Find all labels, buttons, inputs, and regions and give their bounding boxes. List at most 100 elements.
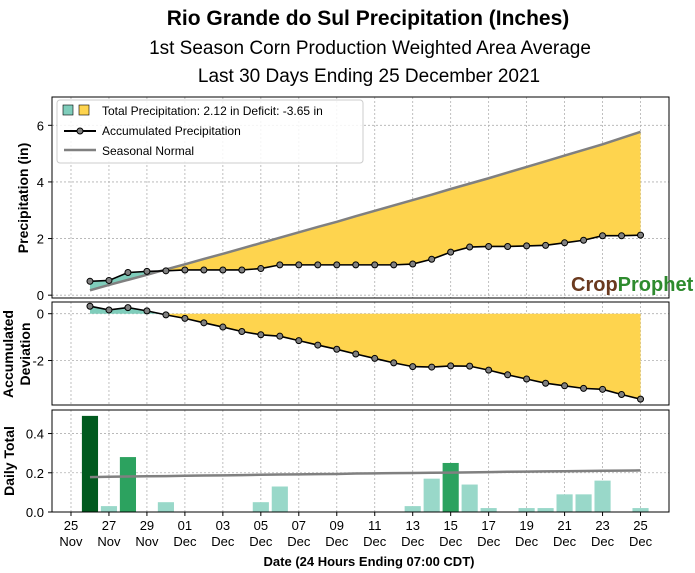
xtick-day-10: 15 bbox=[443, 518, 457, 533]
daily-bar-23 bbox=[518, 508, 535, 512]
accumulated-point-21 bbox=[485, 242, 493, 250]
xtick-day-0: 25 bbox=[64, 518, 78, 533]
xtick-month-10: Dec bbox=[439, 534, 463, 549]
deviation-point-13 bbox=[333, 345, 341, 353]
accumulated-point-13 bbox=[333, 261, 341, 269]
daily-bar-24 bbox=[537, 508, 554, 512]
deviation-point-10 bbox=[276, 332, 284, 340]
xtick-day-5: 05 bbox=[254, 518, 268, 533]
xtick-day-6: 07 bbox=[292, 518, 306, 533]
xtick-month-6: Dec bbox=[287, 534, 311, 549]
panel3-y-ticks: 0.0 0.2 0.4 bbox=[26, 427, 52, 520]
accumulated-point-23 bbox=[523, 242, 531, 250]
panel1-ytick-label-0: 0 bbox=[37, 288, 44, 303]
xtick-month-9: Dec bbox=[401, 534, 425, 549]
accumulated-point-10 bbox=[276, 261, 284, 269]
accumulated-point-9 bbox=[257, 265, 265, 273]
panel2-ylabel-line1: Accumulated bbox=[0, 310, 16, 398]
xtick-month-4: Dec bbox=[211, 534, 235, 549]
x-axis-ticks: 25Nov27Nov29Nov01Dec03Dec05Dec07Dec09Dec… bbox=[59, 512, 653, 549]
legend-total: Total Precipitation: 2.12 in Deficit: -3… bbox=[102, 104, 323, 118]
xtick-month-5: Dec bbox=[249, 534, 273, 549]
accumulated-point-4 bbox=[162, 267, 170, 275]
xtick-day-7: 09 bbox=[330, 518, 344, 533]
panel3-ytick-label-0: 0.0 bbox=[26, 505, 44, 520]
panel3-ytick-label-2: 0.4 bbox=[26, 427, 44, 442]
xtick-month-7: Dec bbox=[325, 534, 349, 549]
deviation-point-7 bbox=[219, 323, 227, 331]
xtick-month-8: Dec bbox=[363, 534, 387, 549]
accumulated-point-14 bbox=[352, 261, 360, 269]
xtick-day-1: 27 bbox=[102, 518, 116, 533]
deviation-point-8 bbox=[238, 327, 246, 335]
panel2-lines bbox=[86, 302, 645, 403]
panel2-y-ticks: 0 -2 bbox=[32, 307, 52, 369]
legend-surplus-swatch bbox=[62, 104, 74, 116]
accumulated-point-1 bbox=[105, 276, 113, 284]
seasonal-normal-line bbox=[89, 130, 641, 292]
deviation-point-18 bbox=[428, 363, 436, 371]
daily-bar-25 bbox=[556, 494, 573, 512]
deviation-point-16 bbox=[390, 359, 398, 367]
deviation-point-6 bbox=[200, 319, 208, 327]
xtick-day-14: 23 bbox=[595, 518, 609, 533]
deviation-point-25 bbox=[561, 382, 569, 390]
xtick-month-14: Dec bbox=[591, 534, 615, 549]
accumulated-point-11 bbox=[295, 261, 303, 269]
daily-bar-17 bbox=[404, 506, 421, 512]
deviation-point-9 bbox=[257, 331, 265, 339]
panel3-ytick-label-1: 0.2 bbox=[26, 466, 44, 481]
deviation-point-3 bbox=[143, 307, 151, 315]
accumulated-point-26 bbox=[580, 236, 588, 244]
xtick-month-3: Dec bbox=[173, 534, 197, 549]
accumulated-point-6 bbox=[200, 266, 208, 274]
deviation-point-27 bbox=[599, 385, 607, 393]
accumulated-point-8 bbox=[238, 266, 246, 274]
panel3-ylabel: Daily Total bbox=[1, 426, 17, 496]
panel3-lines bbox=[89, 469, 641, 479]
chart-title: Rio Grande do Sul Precipitation (Inches) bbox=[167, 7, 570, 30]
daily-bar-10 bbox=[271, 486, 288, 512]
deviation-point-14 bbox=[352, 350, 360, 358]
x-axis-label: Date (24 Hours Ending 07:00 CDT) bbox=[264, 554, 475, 569]
deviation-point-24 bbox=[542, 379, 550, 387]
xtick-month-2: Nov bbox=[135, 534, 159, 549]
xtick-day-12: 19 bbox=[519, 518, 533, 533]
xtick-day-2: 29 bbox=[140, 518, 154, 533]
panel3-frame bbox=[51, 409, 670, 513]
accumulated-point-17 bbox=[409, 260, 417, 268]
accumulated-point-19 bbox=[447, 248, 455, 256]
panel-daily: 0.0 0.2 0.4 Daily Total bbox=[1, 409, 670, 520]
cropprophet-logo: CropProphet bbox=[571, 274, 694, 296]
legend-deficit-swatch bbox=[78, 104, 90, 116]
daily-bar-1 bbox=[100, 506, 118, 512]
deviation-point-1 bbox=[105, 306, 113, 314]
daily-bar-19 bbox=[442, 462, 459, 512]
accumulated-point-7 bbox=[219, 266, 227, 274]
accumulated-point-24 bbox=[542, 241, 550, 249]
deviation-point-4 bbox=[162, 311, 170, 319]
xtick-day-3: 01 bbox=[178, 518, 192, 533]
accumulated-point-18 bbox=[428, 255, 436, 263]
daily-bar-27 bbox=[594, 480, 611, 512]
panel1-ytick-label-2: 4 bbox=[37, 175, 44, 190]
accumulated-point-15 bbox=[371, 261, 379, 269]
deviation-point-11 bbox=[295, 337, 303, 345]
deviation-point-5 bbox=[181, 314, 189, 322]
chart-subtitle-date: Last 30 Days Ending 25 December 2021 bbox=[198, 66, 540, 87]
daily-bar-4 bbox=[157, 502, 174, 512]
panel2-frame bbox=[51, 301, 670, 406]
panel-precipitation: 0 2 4 6 Precipitation (in) Total Precipitat… bbox=[15, 96, 694, 303]
legend-box bbox=[56, 99, 364, 164]
daily-bar-20 bbox=[461, 484, 478, 512]
xtick-month-1: Nov bbox=[97, 534, 121, 549]
deviation-point-20 bbox=[466, 362, 474, 370]
xtick-month-12: Dec bbox=[515, 534, 539, 549]
accumulated-point-29 bbox=[637, 231, 645, 239]
daily-bar-21 bbox=[480, 508, 497, 512]
daily-bar-0 bbox=[81, 415, 99, 512]
panel1-ytick-label-1: 2 bbox=[37, 232, 44, 247]
accumulated-point-0 bbox=[86, 277, 94, 285]
xtick-day-13: 21 bbox=[557, 518, 571, 533]
